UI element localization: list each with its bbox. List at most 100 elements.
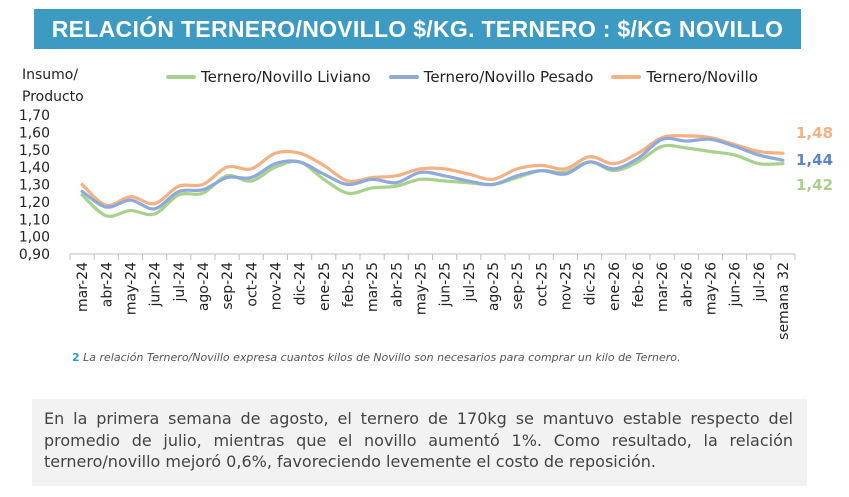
series-line-2	[80, 134, 785, 208]
data-point	[153, 202, 156, 205]
data-point	[177, 190, 180, 193]
x-tick-label: jun-26	[728, 262, 744, 308]
data-point	[612, 168, 615, 170]
data-point	[153, 208, 156, 210]
data-point	[733, 154, 736, 156]
data-point	[637, 157, 639, 160]
data-point	[371, 187, 373, 189]
legend-label-liviano: Ternero/Novillo Liviano	[201, 68, 371, 86]
title-banner: RELACIÓN TERNERO/NOVILLO $/KG. TERNERO :…	[34, 9, 801, 49]
data-point	[250, 180, 253, 182]
x-tick-label: abr-24	[99, 262, 115, 307]
data-point	[443, 180, 446, 182]
x-tick-label: dic-24	[293, 262, 309, 305]
data-point	[371, 178, 373, 181]
x-tick-label: may-25	[413, 262, 429, 315]
data-point	[395, 185, 398, 188]
y-tick-label: 1,60	[19, 125, 50, 141]
series-line-1	[80, 136, 785, 211]
series-line-0	[80, 143, 785, 218]
data-point	[274, 162, 277, 165]
data-point	[322, 164, 325, 167]
legend-item-liviano: Ternero/Novillo Liviano	[166, 68, 371, 86]
footnote-number: 2	[72, 351, 80, 364]
data-point	[322, 173, 325, 175]
y-axis-label-line2: Producto	[22, 89, 84, 105]
x-tick-label: jul-24	[172, 262, 188, 303]
data-point	[709, 150, 712, 153]
data-point	[347, 180, 349, 182]
y-tick-label: 0,90	[19, 247, 50, 263]
data-point	[516, 168, 518, 170]
x-tick-label: jun-25	[438, 262, 454, 308]
data-point	[492, 183, 494, 186]
x-tick-label: mar-25	[365, 262, 381, 312]
legend-swatch-ternero-novillo	[611, 75, 642, 79]
data-point	[540, 164, 543, 167]
y-tick-label: 1,50	[19, 143, 50, 159]
y-tick-label: 1,00	[19, 230, 50, 246]
data-point	[782, 159, 784, 161]
data-point	[298, 152, 301, 155]
x-tick-label: jun-24	[148, 262, 164, 308]
data-point	[81, 194, 83, 196]
data-point	[395, 181, 398, 184]
data-point	[685, 147, 688, 149]
data-point	[685, 135, 688, 137]
x-tick-label: ago-24	[196, 262, 212, 311]
legend-swatch-pesado	[388, 75, 419, 79]
x-tick-label: sep-24	[220, 262, 236, 310]
end-value-label: 1,48	[796, 124, 833, 142]
data-point	[516, 175, 518, 177]
x-tick-label: sep-25	[510, 262, 526, 310]
data-point	[81, 190, 83, 193]
x-tick-label: jul-26	[752, 262, 768, 303]
x-tick-label: oct-24	[244, 262, 260, 307]
y-tick-label: 1,30	[19, 178, 50, 194]
data-point	[588, 155, 591, 158]
y-tick-label: 1,10	[19, 212, 50, 228]
data-point	[637, 152, 639, 155]
data-point	[467, 180, 470, 182]
data-point	[443, 175, 446, 177]
data-point	[661, 138, 663, 141]
data-point	[153, 213, 156, 215]
data-point	[274, 166, 277, 168]
y-tick-label: 1,40	[19, 160, 50, 176]
x-tick-label: mar-26	[655, 262, 671, 312]
data-point	[757, 150, 760, 153]
data-point	[129, 209, 132, 212]
x-tick-label: jul-25	[462, 262, 478, 303]
data-point	[443, 168, 446, 170]
data-point	[81, 183, 83, 186]
data-point	[757, 162, 760, 165]
x-tick-label: nov-25	[558, 262, 574, 310]
footnote-text: La relación Ternero/Novillo expresa cuan…	[83, 351, 681, 364]
x-tick-label: may-26	[703, 262, 719, 315]
footnote: 2 La relación Ternero/Novillo expresa cu…	[72, 351, 680, 364]
x-tick-label: dic-25	[583, 262, 599, 305]
data-point	[298, 161, 301, 163]
x-tick-label: semana 32	[776, 262, 792, 340]
data-point	[757, 154, 760, 156]
data-point	[782, 162, 784, 165]
line-chart: 0,901,00 1,101,201,30 1,401,50 1,601,70 mar-…	[19, 108, 833, 340]
page-title: RELACIÓN TERNERO/NOVILLO $/KG. TERNERO :…	[51, 15, 784, 42]
data-point	[177, 185, 180, 188]
data-point	[733, 145, 736, 148]
data-point	[250, 168, 253, 170]
legend-item-ternero-novillo: Ternero/Novillo	[611, 68, 758, 86]
x-tick-label: mar-24	[75, 262, 91, 312]
data-point	[612, 162, 615, 165]
x-tick-label: feb-26	[631, 262, 647, 307]
data-point	[467, 173, 470, 175]
y-axis-label-line1: Insumo/	[22, 67, 79, 83]
data-point	[129, 199, 132, 201]
y-tick-label: 1,70	[19, 108, 50, 124]
x-tick-label: ene-26	[607, 262, 623, 311]
legend-item-pesado: Ternero/Novillo Pesado	[388, 68, 593, 86]
data-point	[105, 206, 108, 208]
data-point	[177, 194, 180, 196]
data-point	[202, 183, 204, 186]
data-point	[226, 176, 228, 179]
